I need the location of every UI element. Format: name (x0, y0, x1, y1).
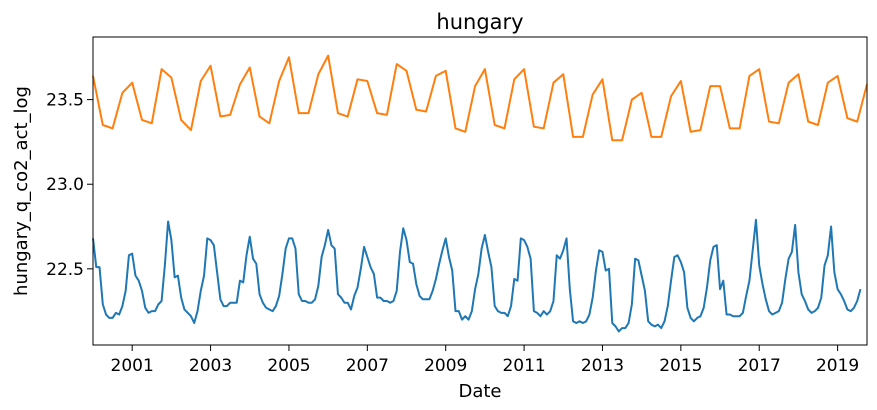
x-tick-label: 2015 (659, 356, 702, 376)
series-line-quarterly (92, 54, 868, 142)
x-tick-label: 2019 (816, 356, 859, 376)
series-layer (92, 54, 868, 333)
x-tick-label: 2011 (502, 356, 545, 376)
y-tick-label: 23.5 (46, 91, 84, 111)
y-tick-label: 23.0 (46, 175, 84, 195)
x-tick-label: 2003 (189, 356, 232, 376)
x-axis-label: Date (458, 381, 501, 402)
x-tick-label: 2013 (581, 356, 624, 376)
x-tick-label: 2007 (346, 356, 389, 376)
y-axis-ticks: 22.5 23.0 23.5 (46, 91, 93, 280)
plot-frame (92, 36, 868, 346)
x-tick-label: 2001 (111, 356, 154, 376)
x-axis-ticks: 2001 2003 2005 2007 2009 2011 2013 2015 2017 2019 (111, 345, 859, 376)
x-tick-label: 2005 (267, 356, 310, 376)
series-line-monthly (92, 218, 862, 333)
y-tick-label: 22.5 (46, 260, 84, 280)
chart-title: hungary (436, 10, 523, 34)
x-tick-label: 2017 (738, 356, 781, 376)
y-axis-label: hungary_q_co2_act_log (11, 86, 32, 296)
x-tick-label: 2009 (424, 356, 467, 376)
